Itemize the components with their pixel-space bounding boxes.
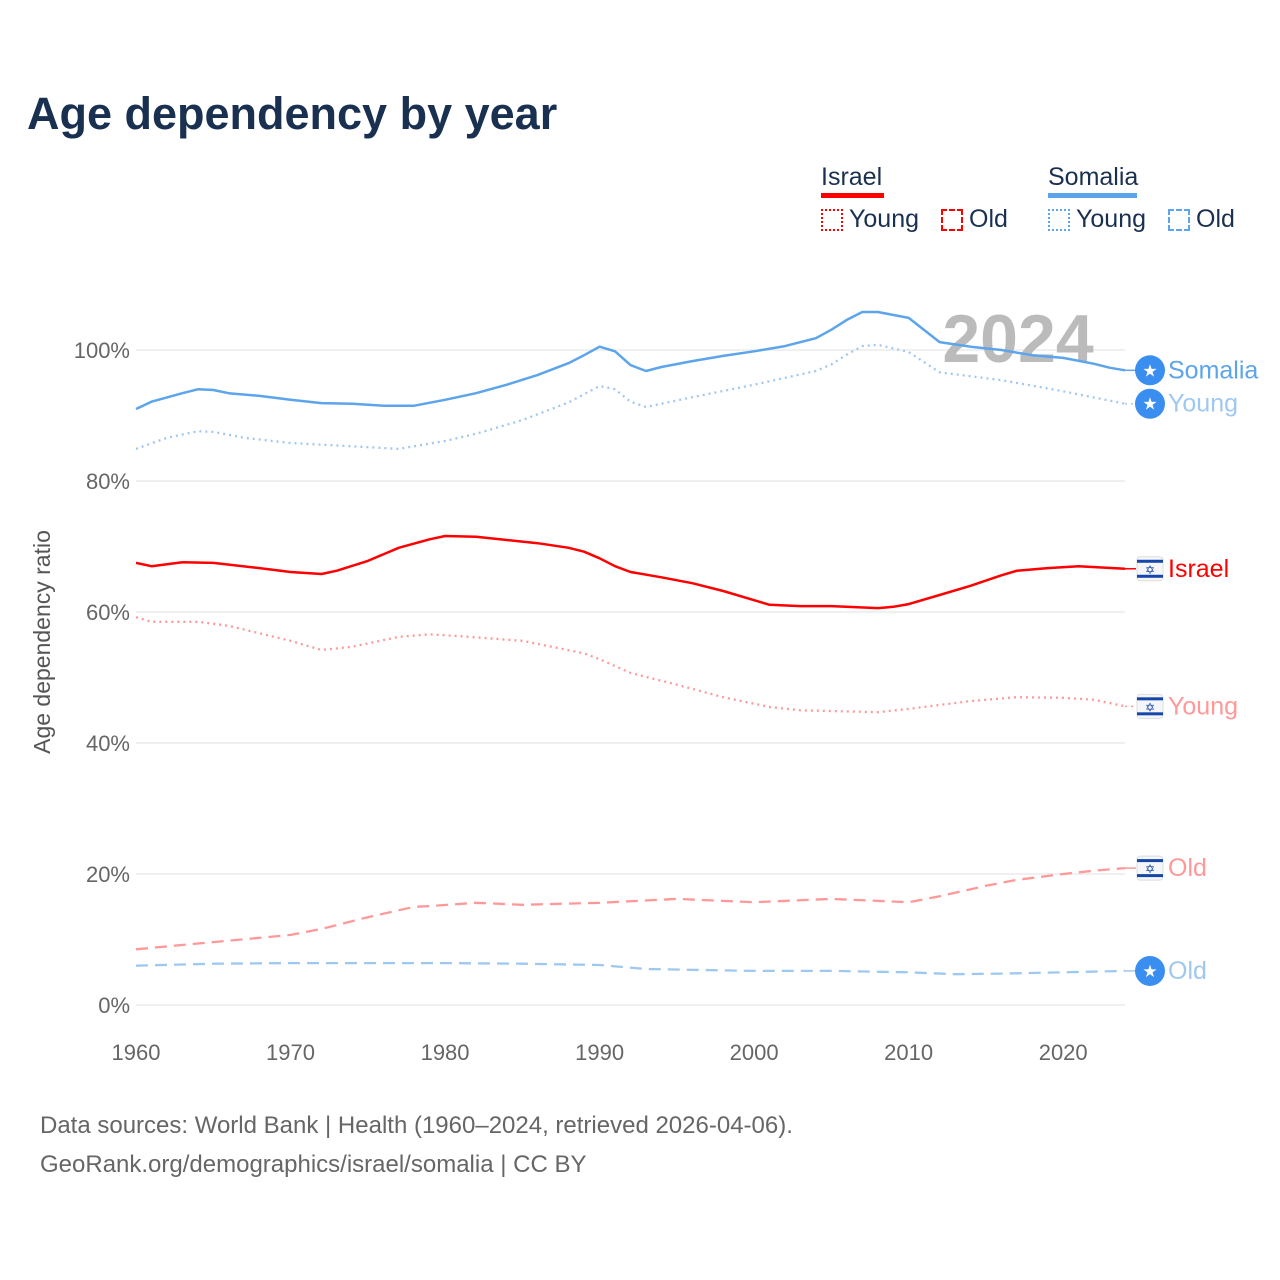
dotted-swatch-icon: [1048, 208, 1070, 231]
x-tick-label: 2010: [884, 1040, 933, 1065]
x-tick-label: 2000: [730, 1040, 779, 1065]
legend-israel-young[interactable]: Young: [821, 205, 919, 234]
legend-somalia-line: [1048, 193, 1137, 198]
y-tick-label: 100%: [74, 338, 130, 363]
series-line-israel-old[interactable]: [135, 866, 1126, 951]
series-line-somalia-young[interactable]: [135, 343, 1126, 451]
legend-israel-line: [821, 193, 884, 198]
source-line-2[interactable]: GeoRank.org/demographics/israel/somalia …: [40, 1151, 587, 1178]
legend-label: Old: [1196, 205, 1235, 233]
end-label-somalia: ★ Somalia: [1125, 355, 1258, 386]
svg-text:✡: ✡: [1145, 700, 1155, 714]
chart-title: Age dependency by year: [27, 88, 558, 139]
legend-somalia-young[interactable]: Young: [1048, 205, 1146, 234]
somalia-flag-icon: ★: [1135, 388, 1165, 419]
israel-flag-icon: ✡: [1136, 855, 1164, 881]
series-end-label: Somalia: [1168, 356, 1258, 384]
y-axis-label: Age dependency ratio: [29, 530, 55, 754]
israel-flag-icon: ✡: [1136, 693, 1164, 719]
series-end-label: Old: [1168, 957, 1207, 985]
end-label-israel-old: ✡ Old: [1125, 854, 1207, 882]
x-tick-label: 1990: [575, 1040, 624, 1065]
series-line-israel[interactable]: [135, 534, 1126, 610]
legend-country-israel: Israel: [821, 163, 883, 191]
svg-text:★: ★: [1142, 361, 1157, 380]
svg-text:✡: ✡: [1145, 563, 1155, 577]
y-tick-label: 60%: [86, 600, 130, 625]
dotted-swatch-icon: [821, 208, 843, 231]
legend-country-somalia: Somalia: [1048, 163, 1139, 191]
x-tick-label: 1980: [421, 1040, 470, 1065]
x-tick-label: 1960: [112, 1040, 161, 1065]
series-line-israel-young[interactable]: [135, 616, 1126, 714]
legend-israel-old[interactable]: Old: [941, 205, 1008, 234]
svg-text:★: ★: [1142, 395, 1157, 414]
legend-label: Young: [849, 205, 919, 233]
source-line-1: Data sources: World Bank | Health (1960–…: [40, 1112, 793, 1139]
series-end-label: Israel: [1168, 555, 1229, 583]
dashed-swatch-icon: [1168, 208, 1190, 231]
x-tick-label: 1970: [266, 1040, 315, 1065]
series-end-label: Young: [1168, 692, 1238, 720]
x-tick-label: 2020: [1039, 1040, 1088, 1065]
legend-somalia-old[interactable]: Old: [1168, 205, 1235, 234]
series-end-label: Young: [1168, 390, 1238, 418]
end-label-somalia-old: ★ Old: [1125, 955, 1207, 986]
israel-flag-icon: ✡: [1136, 556, 1164, 582]
end-label-israel: ✡ Israel: [1125, 555, 1229, 583]
svg-text:✡: ✡: [1145, 862, 1155, 876]
y-tick-label: 40%: [86, 731, 130, 756]
y-tick-label: 0%: [98, 993, 130, 1018]
svg-text:★: ★: [1142, 962, 1157, 981]
end-label-somalia-young: ★ Young: [1125, 388, 1238, 419]
end-label-israel-young: ✡ Young: [1125, 692, 1238, 720]
y-tick-label: 80%: [86, 469, 130, 494]
series-line-somalia-old[interactable]: [135, 961, 1126, 976]
y-tick-label: 20%: [86, 862, 130, 887]
dashed-swatch-icon: [941, 208, 963, 231]
series-line-somalia[interactable]: [135, 310, 1126, 411]
series-end-label: Old: [1168, 854, 1207, 882]
somalia-flag-icon: ★: [1135, 355, 1165, 386]
legend-label: Young: [1076, 205, 1146, 233]
source-note: Data sources: World Bank | Health (1960–…: [40, 1106, 793, 1184]
somalia-flag-icon: ★: [1135, 955, 1165, 986]
year-watermark: 2024: [942, 301, 1093, 377]
legend-label: Old: [969, 205, 1008, 233]
